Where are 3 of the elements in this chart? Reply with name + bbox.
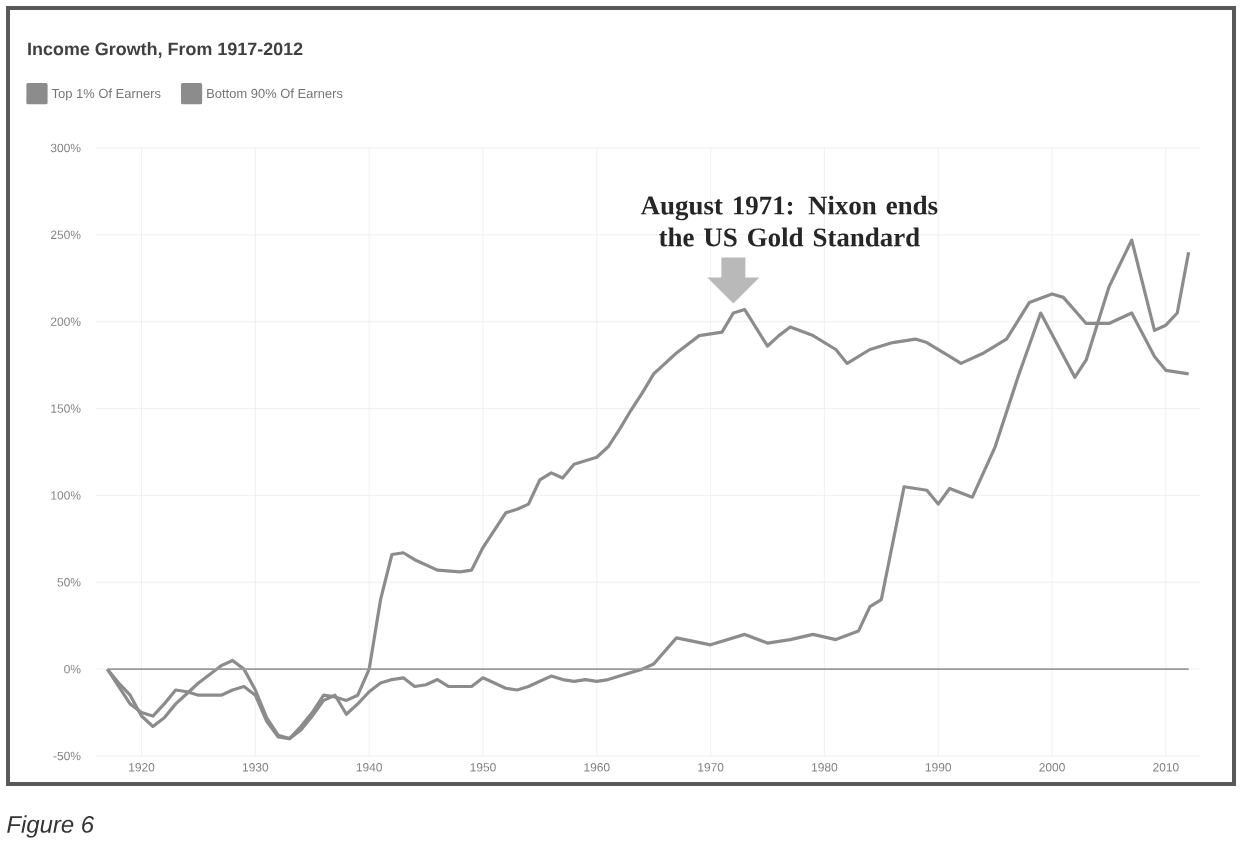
annotation: August 1971: Nixon ends the US Gold Standard (640, 195, 938, 247)
chart-title: Income Growth, From 1917-2012 (28, 42, 303, 58)
caption: Figure 6 (7, 815, 95, 838)
